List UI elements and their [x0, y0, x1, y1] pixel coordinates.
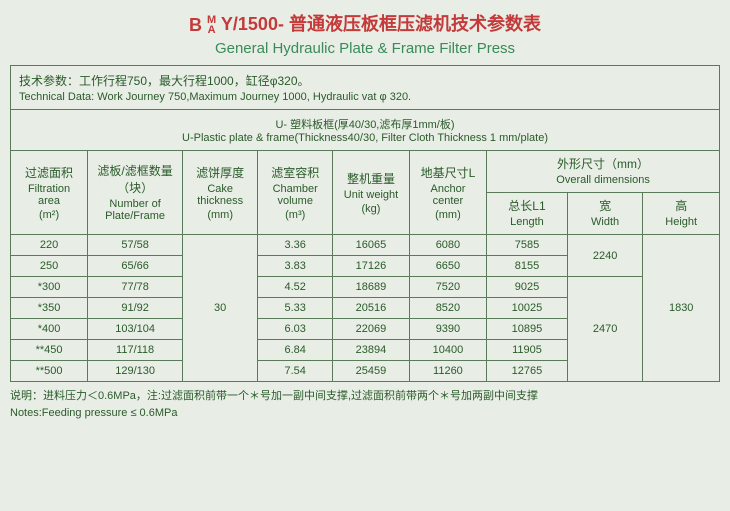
cell-weight: 16065: [333, 235, 410, 256]
cell-area: 250: [11, 256, 88, 277]
cell-area: **450: [11, 340, 88, 361]
cell-plates: 65/66: [88, 256, 183, 277]
cell-anchor: 7520: [409, 277, 486, 298]
cell-anchor: 9390: [409, 319, 486, 340]
tech-cn: 技术参数：工作行程750，最大行程1000，缸径φ320。: [19, 72, 711, 89]
footer-en: Notes:Feeding pressure ≤ 0.6MPa: [10, 405, 720, 422]
cell-chamber: 3.36: [258, 235, 333, 256]
cell-chamber: 5.33: [258, 298, 333, 319]
cell-plates: 91/92: [88, 298, 183, 319]
page: B M A Y/1500- 普通液压板框压滤机技术参数表 General Hyd…: [10, 10, 720, 421]
col-area: 过滤面积 Filtration area (m²): [11, 151, 88, 235]
cell-chamber: 4.52: [258, 277, 333, 298]
cell-anchor: 10400: [409, 340, 486, 361]
cell-length: 11905: [487, 340, 568, 361]
cell-length: 10025: [487, 298, 568, 319]
cell-anchor: 11260: [409, 361, 486, 382]
subhead-cell: U- 塑料板框(厚40/30,滤布厚1mm/板) U-Plastic plate…: [11, 110, 720, 151]
cell-anchor: 6080: [409, 235, 486, 256]
title-english: General Hydraulic Plate & Frame Filter P…: [10, 40, 720, 57]
col-length: 总长L1 Length: [487, 193, 568, 235]
stack-bottom: A: [208, 24, 216, 36]
cell-width: 2470: [567, 277, 643, 382]
cell-anchor: 8520: [409, 298, 486, 319]
cell-length: 12765: [487, 361, 568, 382]
col-height: 高 Height: [643, 193, 720, 235]
cell-chamber: 6.03: [258, 319, 333, 340]
cell-width: 2240: [567, 235, 643, 277]
cell-weight: 18689: [333, 277, 410, 298]
cell-cake: 30: [183, 235, 258, 382]
cell-weight: 25459: [333, 361, 410, 382]
cell-area: *300: [11, 277, 88, 298]
cell-length: 8155: [487, 256, 568, 277]
model-stack: M A: [207, 15, 216, 35]
tech-data-cell: 技术参数：工作行程750，最大行程1000，缸径φ320。 Technical …: [11, 66, 720, 110]
cell-weight: 23894: [333, 340, 410, 361]
col-anchor: 地基尺寸L Anchor center (mm): [409, 151, 486, 235]
cell-area: **500: [11, 361, 88, 382]
col-overall: 外形尺寸（mm） Overall dimensions: [487, 151, 720, 193]
cell-height: 1830: [643, 235, 720, 382]
cell-area: 220: [11, 235, 88, 256]
cell-anchor: 6650: [409, 256, 486, 277]
subhead-cn: U- 塑料板框(厚40/30,滤布厚1mm/板): [17, 116, 713, 132]
cell-length: 7585: [487, 235, 568, 256]
cell-weight: 22069: [333, 319, 410, 340]
title-suffix: Y/1500- 普通液压板框压滤机技术参数表: [221, 14, 541, 34]
col-chamber: 滤室容积 Chamber volume (m³): [258, 151, 333, 235]
table-row: *300 77/78 4.52 18689 7520 9025 2470: [11, 277, 720, 298]
table-row: 220 57/58 30 3.36 16065 6080 7585 2240 1…: [11, 235, 720, 256]
cell-length: 10895: [487, 319, 568, 340]
cell-chamber: 6.84: [258, 340, 333, 361]
cell-plates: 117/118: [88, 340, 183, 361]
cell-weight: 20516: [333, 298, 410, 319]
footer-notes: 说明：进料压力＜0.6MPa，注:过滤面积前带一个＊号加一副中间支撑,过滤面积前…: [10, 388, 720, 421]
cell-plates: 77/78: [88, 277, 183, 298]
cell-plates: 129/130: [88, 361, 183, 382]
cell-plates: 57/58: [88, 235, 183, 256]
cell-chamber: 7.54: [258, 361, 333, 382]
model-prefix: B: [189, 15, 202, 36]
cell-length: 9025: [487, 277, 568, 298]
cell-chamber: 3.83: [258, 256, 333, 277]
cell-plates: 103/104: [88, 319, 183, 340]
cell-area: *400: [11, 319, 88, 340]
spec-table: 技术参数：工作行程750，最大行程1000，缸径φ320。 Technical …: [10, 65, 720, 382]
footer-cn: 说明：进料压力＜0.6MPa，注:过滤面积前带一个＊号加一副中间支撑,过滤面积前…: [10, 388, 720, 405]
cell-weight: 17126: [333, 256, 410, 277]
col-weight: 整机重量 Unit weight (kg): [333, 151, 410, 235]
col-plates: 滤板/滤框数量（块） Number of Plate/Frame: [88, 151, 183, 235]
tech-en: Technical Data: Work Journey 750,Maximum…: [19, 91, 411, 103]
col-width: 宽 Width: [567, 193, 643, 235]
col-cake: 滤饼厚度 Cake thickness (mm): [183, 151, 258, 235]
subhead-en: U-Plastic plate & frame(Thickness40/30, …: [17, 132, 713, 144]
title-chinese: B M A Y/1500- 普通液压板框压滤机技术参数表: [10, 10, 720, 36]
cell-area: *350: [11, 298, 88, 319]
